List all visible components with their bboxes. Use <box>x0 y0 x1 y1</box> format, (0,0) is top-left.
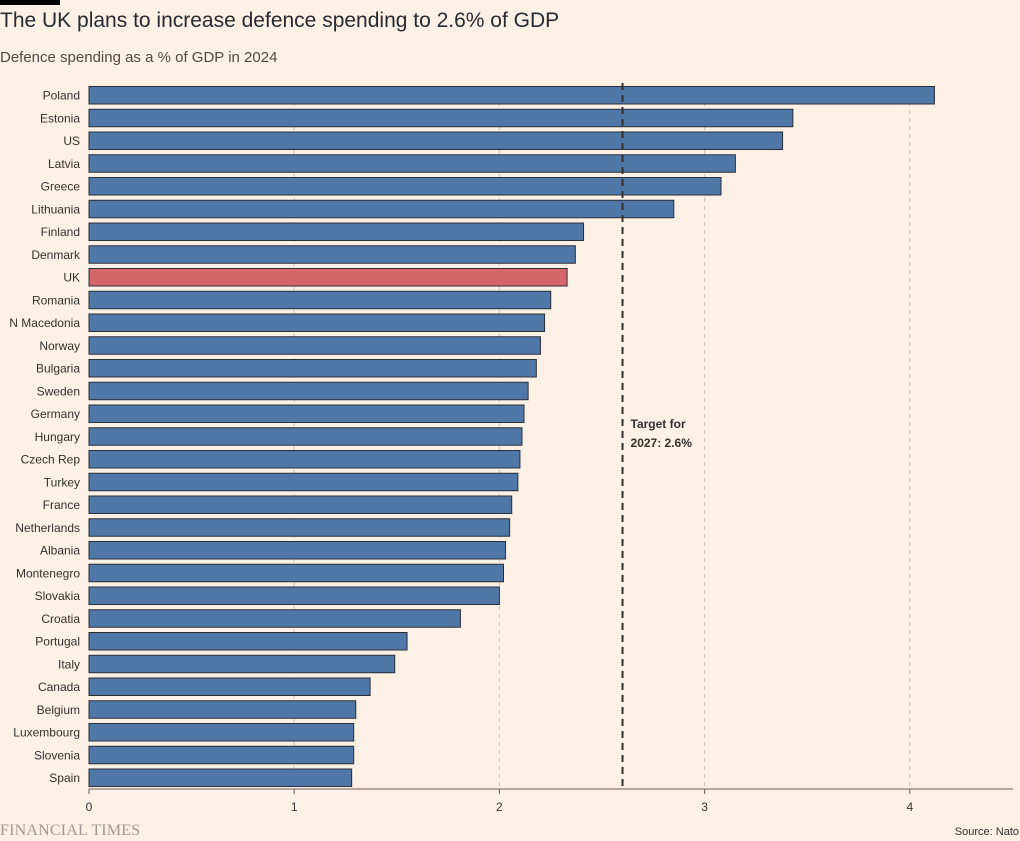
category-label: Spain <box>49 771 80 785</box>
bar <box>88 222 585 241</box>
chart-subtitle: Defence spending as a % of GDP in 2024 <box>0 49 278 66</box>
category-label: Lithuania <box>31 202 80 216</box>
category-label: Montenegro <box>16 566 80 580</box>
category-label: N Macedonia <box>9 316 80 330</box>
target-annotation: Target for 2027: 2.6% <box>621 83 693 789</box>
category-label: Finland <box>41 225 80 239</box>
bar <box>88 723 355 742</box>
bar <box>88 518 511 537</box>
category-label: Latvia <box>48 157 80 171</box>
category-label: Slovenia <box>34 748 80 762</box>
category-label: US <box>63 134 80 148</box>
category-label: Poland <box>43 89 80 103</box>
target-label: Target for <box>631 417 686 431</box>
bar <box>88 609 461 628</box>
bar <box>88 359 537 378</box>
category-labels: Poland Estonia US Latvia Greece Lithuania Finl… <box>9 89 81 786</box>
chart-title: The UK plans to increase defence spendin… <box>0 9 560 32</box>
category-label: Estonia <box>40 111 80 125</box>
x-tick-label: 1 <box>291 800 298 814</box>
category-label: Hungary <box>35 430 80 444</box>
bar <box>88 541 507 560</box>
bar <box>88 245 576 264</box>
category-label: Portugal <box>35 635 80 649</box>
bar <box>88 404 525 423</box>
bar <box>88 177 722 196</box>
bar <box>88 427 523 446</box>
target-label: 2027: 2.6% <box>631 436 693 450</box>
x-tick-label: 4 <box>906 800 913 814</box>
category-label: Slovakia <box>35 589 81 603</box>
category-label: Bulgaria <box>36 362 80 376</box>
bar <box>88 131 784 150</box>
bar <box>88 654 396 674</box>
x-tick-label: 3 <box>701 800 708 814</box>
bar <box>88 86 935 105</box>
category-label: Sweden <box>37 384 80 398</box>
bar <box>88 381 529 401</box>
category-label: Greece <box>41 180 81 194</box>
bar <box>88 313 546 332</box>
bars <box>88 86 935 787</box>
source-note: Source: Nato <box>954 826 1019 838</box>
category-label: Turkey <box>44 475 80 489</box>
category-label: UK <box>63 271 80 285</box>
bar <box>88 199 675 219</box>
category-label: Denmark <box>31 248 81 262</box>
category-label: Canada <box>38 680 80 694</box>
category-label: France <box>43 498 81 512</box>
category-label: Italy <box>58 657 80 671</box>
category-label: Czech Rep <box>21 453 81 467</box>
bar <box>88 632 408 651</box>
bar <box>88 290 552 310</box>
x-tick-label: 0 <box>86 800 93 814</box>
bar-highlight <box>88 268 568 287</box>
category-label: Croatia <box>41 612 80 626</box>
category-label: Germany <box>31 407 80 421</box>
bar <box>88 336 541 355</box>
category-label: Romania <box>32 293 80 307</box>
bar <box>88 472 519 492</box>
bar <box>88 563 505 583</box>
bar <box>88 768 353 787</box>
category-label: Belgium <box>37 703 80 717</box>
x-tick-label: 2 <box>496 800 503 814</box>
bar <box>88 450 521 469</box>
bar <box>88 586 500 605</box>
bar <box>88 745 355 765</box>
x-axis: 0 1 2 3 4 <box>86 788 1013 814</box>
category-label: Norway <box>39 339 80 353</box>
bar <box>88 495 513 514</box>
category-label: Albania <box>40 544 80 558</box>
brand-logo-text: FINANCIAL TIMES <box>0 822 141 839</box>
bar <box>88 154 736 173</box>
bar <box>88 700 357 719</box>
top-rule <box>0 0 60 5</box>
bar <box>88 108 794 128</box>
bar <box>88 677 371 696</box>
category-label: Netherlands <box>15 521 80 535</box>
category-label: Luxembourg <box>13 726 80 740</box>
